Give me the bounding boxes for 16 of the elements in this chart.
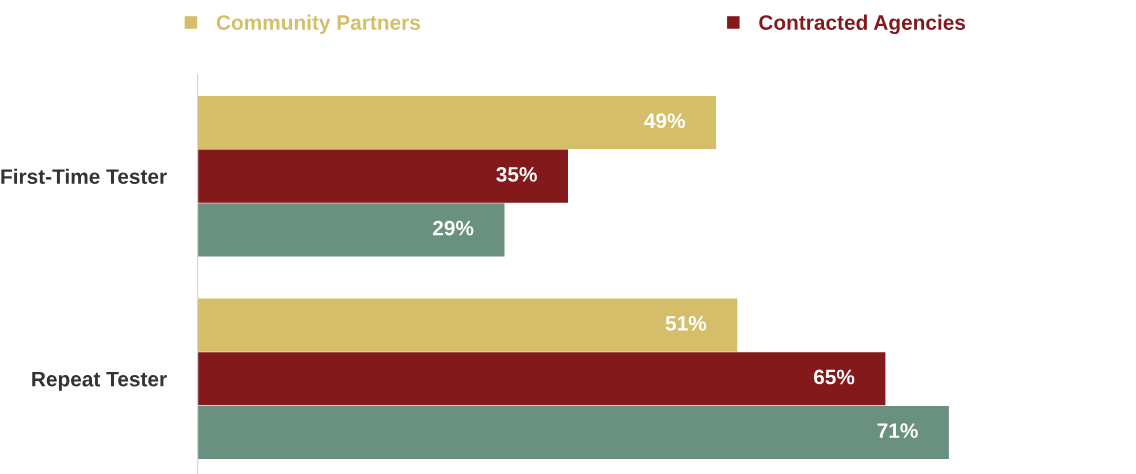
bar: [197, 352, 886, 406]
data-label: 49%: [644, 113, 686, 129]
bar: [197, 298, 738, 352]
data-label: 35%: [496, 167, 537, 182]
bar: [197, 149, 568, 203]
data-label: 71%: [877, 423, 918, 439]
data-label: 65%: [813, 369, 855, 385]
data-label: 29%: [433, 220, 474, 236]
bar: [197, 405, 949, 460]
bar: [197, 203, 505, 257]
y-tick-label: Repeat Tester: [32, 372, 167, 391]
legend-label: Community Partners: [216, 14, 420, 34]
bar: [197, 95, 717, 150]
y-tick-label: First-Time Tester: [1, 168, 167, 184]
legend-label: Contracted Agencies: [759, 14, 966, 35]
data-label: 51%: [665, 315, 707, 331]
